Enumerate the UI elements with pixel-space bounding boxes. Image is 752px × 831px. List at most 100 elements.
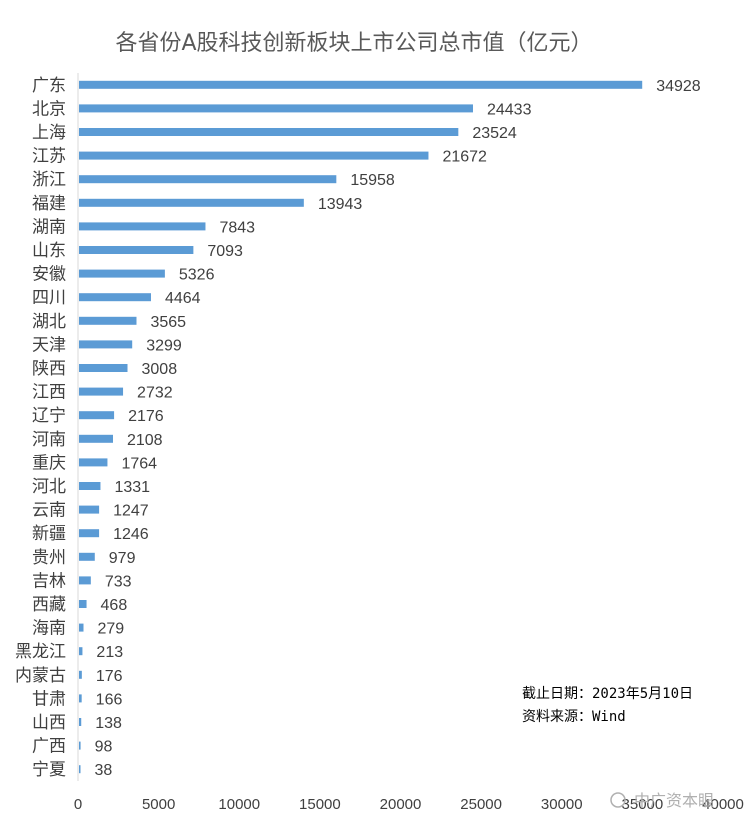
bar	[79, 364, 128, 372]
category-label: 天津	[32, 335, 66, 355]
category-label: 贵州	[32, 548, 66, 568]
data-label: 1247	[113, 503, 149, 520]
x-tick-label: 20000	[380, 796, 422, 813]
x-tick-label: 0	[74, 796, 82, 813]
data-label: 5326	[179, 267, 215, 284]
bar	[79, 246, 194, 254]
data-label: 98	[95, 739, 113, 756]
category-label: 内蒙古	[15, 666, 66, 686]
data-label: 34928	[656, 78, 701, 95]
bar	[79, 340, 133, 349]
bar	[79, 623, 84, 632]
bar	[79, 647, 83, 656]
category-label: 重庆	[32, 453, 66, 473]
category-label: 辽宁	[32, 406, 66, 426]
bar	[79, 175, 337, 184]
data-label: 1246	[113, 526, 149, 543]
category-label: 河北	[32, 477, 66, 497]
bar	[79, 482, 101, 490]
data-label: 979	[109, 550, 136, 567]
category-label: 广西	[32, 737, 66, 757]
note-date: 截止日期：2023年5月10日	[522, 686, 693, 702]
category-label: 山东	[32, 241, 66, 261]
bar	[79, 458, 108, 467]
axis-group: 广东北京上海江苏浙江福建湖南山东安徽四川湖北天津陕西江西辽宁河南重庆河北云南新疆…	[15, 73, 744, 813]
category-label: 云南	[32, 501, 66, 521]
category-label: 宁夏	[32, 760, 66, 780]
data-label: 1764	[121, 455, 157, 472]
bar	[79, 151, 429, 160]
category-label: 广东	[32, 76, 66, 96]
x-tick-label: 40000	[702, 796, 744, 813]
bar	[79, 765, 81, 774]
wechat-icon	[610, 792, 626, 808]
category-label: 安徽	[32, 265, 66, 285]
bar	[79, 293, 151, 302]
data-label: 21672	[442, 149, 487, 166]
x-tick-label: 5000	[142, 796, 175, 813]
data-label: 468	[101, 597, 128, 614]
bar	[79, 552, 95, 561]
bar	[79, 718, 82, 726]
category-label: 甘肃	[32, 689, 66, 709]
category-label: 湖南	[32, 217, 66, 237]
data-label: 2176	[128, 408, 164, 425]
bar	[79, 600, 87, 608]
data-label: 7093	[207, 243, 243, 260]
note-source: 资料来源：Wind	[522, 709, 626, 725]
data-label: 24433	[487, 101, 532, 118]
bar	[79, 80, 643, 89]
data-label: 279	[97, 621, 124, 638]
category-label: 海南	[32, 619, 66, 639]
category-label: 江苏	[32, 147, 66, 167]
data-label: 138	[95, 715, 122, 732]
watermark: 中广资本眼	[610, 791, 714, 810]
category-label: 浙江	[32, 170, 66, 190]
data-label: 1331	[114, 479, 150, 496]
bar	[79, 670, 82, 679]
category-label: 河南	[32, 430, 66, 450]
data-label: 176	[96, 668, 123, 685]
bar	[79, 269, 165, 278]
category-label: 上海	[32, 123, 66, 143]
bar	[79, 741, 81, 750]
data-label: 3008	[142, 361, 178, 378]
data-label: 3299	[146, 337, 182, 354]
x-tick-label: 30000	[541, 796, 583, 813]
bar	[79, 387, 124, 396]
category-label: 新疆	[32, 524, 66, 544]
bar	[79, 434, 113, 443]
x-tick-label: 25000	[460, 796, 502, 813]
bar	[79, 222, 206, 231]
category-label: 北京	[32, 99, 66, 119]
data-label: 13943	[318, 196, 363, 213]
x-tick-label: 35000	[622, 796, 664, 813]
category-label: 山西	[32, 713, 66, 733]
data-label: 15958	[350, 172, 395, 189]
bar	[79, 576, 91, 585]
bar	[79, 104, 473, 113]
bar	[79, 529, 100, 538]
data-label: 23524	[472, 125, 517, 142]
category-label: 江西	[32, 383, 66, 403]
data-label: 4464	[165, 290, 201, 307]
watermark-text: 中广资本眼	[634, 791, 714, 810]
category-label: 湖北	[32, 312, 66, 332]
category-label: 西藏	[32, 595, 66, 615]
x-tick-label: 10000	[218, 796, 260, 813]
category-label: 吉林	[32, 571, 66, 591]
category-label: 四川	[32, 288, 66, 308]
category-label: 黑龙江	[15, 642, 66, 662]
data-label: 2108	[127, 432, 163, 449]
category-label: 陕西	[32, 359, 66, 379]
x-tick-label: 15000	[299, 796, 341, 813]
data-label: 2732	[137, 385, 173, 402]
bar	[79, 411, 115, 420]
data-label: 7843	[219, 219, 255, 236]
bar	[79, 198, 304, 207]
data-label: 733	[105, 573, 132, 590]
bars-group: 34928 24433 23524 21672 15958 13943 7843 7093 53…	[79, 78, 701, 779]
data-label: 3565	[150, 314, 186, 331]
bar	[79, 694, 82, 703]
